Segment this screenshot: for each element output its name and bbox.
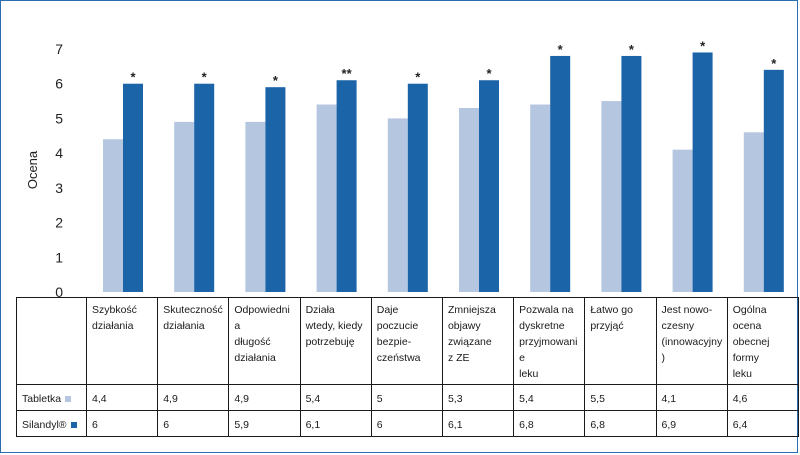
bar-tabletka [743, 132, 764, 292]
significance-mark: * [629, 42, 635, 57]
bar-silandyl [407, 83, 428, 292]
data-label: 5,4 [513, 384, 586, 411]
legend-swatch [65, 395, 72, 402]
series-name: Tabletka [22, 392, 62, 405]
significance-mark: * [130, 70, 136, 85]
significance-mark: * [273, 73, 279, 88]
y-tick-label: 1 [55, 249, 63, 265]
data-label: 6,4 [726, 410, 799, 437]
category-label: Zmniejsza objawy związane z ZE [441, 297, 515, 385]
significance-mark: * [771, 56, 777, 71]
bar-tabletka [245, 121, 266, 293]
y-tick-label: 6 [55, 76, 63, 92]
bar-silandyl [763, 69, 784, 292]
data-label: 5,5 [584, 384, 657, 411]
table-header-row: Szybkość działania Skuteczność działania O… [16, 297, 799, 385]
y-tick-label: 0 [55, 284, 63, 297]
category-label: Skuteczność działania [157, 297, 230, 385]
data-label: 4,9 [157, 384, 230, 411]
table-row-tabletka: Tabletka 4,4 4,9 4,9 5,4 5 5,3 5,4 5,5 4,1 4,6 [16, 384, 799, 411]
significance-mark: * [486, 66, 492, 81]
bar-silandyl [123, 83, 143, 292]
bar-silandyl [479, 80, 499, 292]
series-label-cell: Silandyl® [16, 410, 87, 437]
significance-mark: * [415, 70, 421, 85]
bar-tabletka [601, 101, 622, 292]
y-tick-label: 7 [55, 41, 63, 57]
category-label: Działa wtedy, kiedy potrzebuję [299, 297, 372, 385]
data-label: 6,8 [584, 410, 657, 437]
y-axis-label: Ocena [25, 150, 40, 189]
data-label: 4,9 [228, 384, 301, 411]
category-label: Daje poczucie bezpie- czeństwa [370, 297, 443, 385]
bar-silandyl [550, 55, 571, 292]
bar-tabletka [174, 121, 195, 293]
bar-silandyl [194, 83, 215, 292]
data-label: 6 [370, 410, 443, 437]
y-tick-label: 2 [55, 215, 63, 231]
data-label: 4,6 [726, 384, 799, 411]
category-label: Odpowiednia długość działania [228, 297, 301, 385]
bar-silandyl [692, 52, 713, 292]
significance-mark: * [700, 38, 706, 53]
bar-silandyl [336, 80, 357, 292]
category-label: Szybkość działania [85, 297, 159, 385]
series-label-cell: Tabletka [16, 384, 87, 411]
bar-tabletka [459, 108, 479, 292]
bar-tabletka [316, 104, 337, 293]
significance-mark: ** [342, 66, 353, 81]
y-tick-label: 5 [55, 110, 63, 126]
data-label: 4,4 [85, 384, 159, 411]
bar-tabletka [530, 104, 551, 293]
bar-tabletka [672, 149, 693, 292]
data-label: 6 [85, 410, 159, 437]
y-tick-label: 3 [55, 180, 63, 196]
data-label: 5 [370, 384, 443, 411]
bar-tabletka [387, 118, 408, 292]
significance-mark: * [202, 70, 208, 85]
legend-swatch [70, 421, 77, 428]
y-tick-label: 4 [55, 145, 63, 161]
significance-mark: * [558, 42, 564, 57]
data-label: 6,1 [441, 410, 515, 437]
data-table: Szybkość działania Skuteczność działania O… [16, 297, 799, 437]
category-label: Pozwala na dyskretne przyjmowanie leku [513, 297, 586, 385]
bar-silandyl [621, 55, 642, 292]
category-label: Jest nowo- czesny (innowacyjny) [655, 297, 728, 385]
data-label: 5,9 [228, 410, 301, 437]
series-name: Silandyl® [22, 418, 67, 431]
data-label: 5,4 [299, 384, 372, 411]
category-label: Ogólna ocena obecnej formy leku [726, 297, 799, 385]
bar-silandyl [265, 87, 286, 292]
table-row-silandyl: Silandyl® 6 6 5,9 6,1 6 6,1 6,8 6,8 6,9 6,4 [16, 410, 799, 437]
data-label: 6 [157, 410, 230, 437]
data-label: 6,1 [299, 410, 372, 437]
data-label: 5,3 [441, 384, 515, 411]
bar-tabletka [103, 139, 123, 292]
data-label: 6,8 [513, 410, 586, 437]
category-label: Łatwo go przyjąć [584, 297, 657, 385]
data-label: 4,1 [655, 384, 728, 411]
data-label: 6,9 [655, 410, 728, 437]
table-corner-cell [16, 297, 87, 385]
